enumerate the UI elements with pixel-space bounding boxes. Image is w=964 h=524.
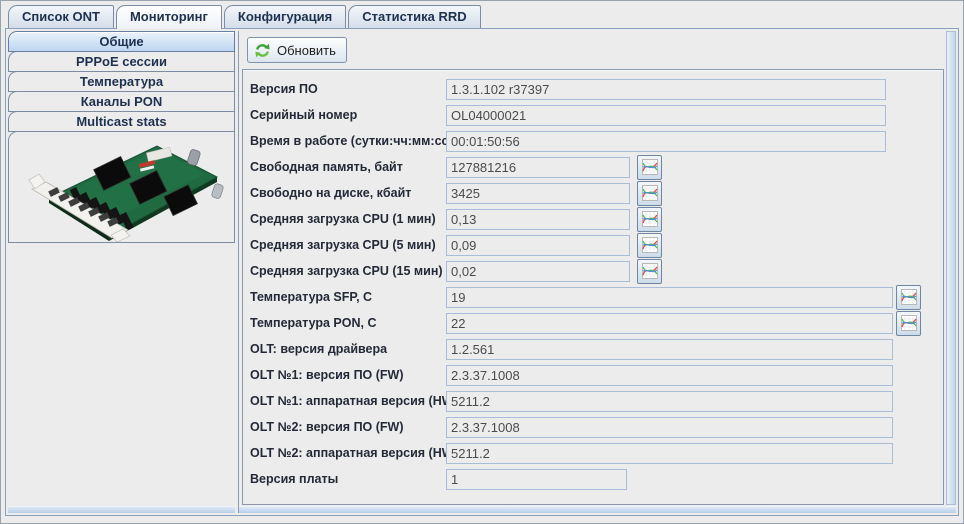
cpu-load-5min-chart-button[interactable]	[637, 232, 662, 258]
olt-driver-version-label: OLT: версия драйвера	[250, 342, 388, 356]
form-row: Свободная память, байт	[250, 154, 943, 180]
board-image-panel	[8, 131, 235, 243]
vertical-scrollbar[interactable]	[946, 31, 956, 505]
sidebar: Общие PPPoE сессии Температура Каналы PO…	[8, 31, 235, 513]
pon-temperature-field[interactable]	[446, 312, 893, 334]
cpu-load-15min-chart-button[interactable]	[637, 258, 662, 284]
form-row: OLT №1: версия ПО (FW)	[250, 362, 943, 388]
tab-content-area: Общие PPPoE сессии Температура Каналы PO…	[5, 28, 959, 516]
cpu-load-15min-field[interactable]	[446, 260, 630, 282]
form-row: Серийный номер	[250, 102, 943, 128]
free-disk-label: Свободно на диске, кбайт	[250, 186, 412, 200]
form-row: OLT №1: аппаратная версия (HW)	[250, 388, 943, 414]
board-photo	[9, 132, 234, 242]
form-row: Свободно на диске, кбайт	[250, 180, 943, 206]
sfp-temperature-field[interactable]	[446, 286, 893, 308]
pon-temperature-chart-button[interactable]	[896, 310, 921, 336]
form-row: Время в работе (сутки:чч:мм:сс)	[250, 128, 943, 154]
toolbar: Обновить	[242, 31, 944, 69]
firmware-version-field[interactable]	[446, 78, 886, 100]
pon-temperature-label: Температура PON, C	[250, 316, 377, 330]
tab-configuration[interactable]: Конфигурация	[223, 5, 347, 28]
form-row: Версия платы	[250, 466, 943, 492]
olt-driver-version-field[interactable]	[446, 338, 893, 360]
form-row: OLT: версия драйвера	[250, 336, 943, 362]
chart-icon	[641, 237, 658, 253]
firmware-version-label: Версия ПО	[250, 82, 318, 96]
monitoring-panel: Обновить Версия ПО Серийный номер Время …	[238, 31, 956, 513]
free-memory-field[interactable]	[446, 156, 630, 178]
free-memory-chart-button[interactable]	[637, 154, 662, 180]
form-row: OLT №2: версия ПО (FW)	[250, 414, 943, 440]
form-row: Средняя загрузка CPU (1 мин)	[250, 206, 943, 232]
sidebar-item-pon-channels[interactable]: Каналы PON	[8, 91, 235, 112]
form-row: Температура PON, C	[250, 310, 943, 336]
form-row: Температура SFP, C	[250, 284, 943, 310]
olt1-hw-version-field[interactable]	[446, 390, 893, 412]
refresh-button[interactable]: Обновить	[247, 37, 347, 63]
tab-rrd-statistics[interactable]: Статистика RRD	[348, 5, 481, 28]
serial-number-label: Серийный номер	[250, 108, 358, 122]
sidebar-item-multicast-stats[interactable]: Multicast stats	[8, 111, 235, 132]
chart-icon	[641, 263, 658, 279]
olt1-hw-version-label: OLT №1: аппаратная версия (HW)	[250, 394, 446, 408]
board-version-field[interactable]	[446, 468, 627, 490]
chart-icon	[641, 159, 658, 175]
olt2-fw-version-field[interactable]	[446, 416, 893, 438]
sfp-temperature-label: Температура SFP, C	[250, 290, 373, 304]
form-row: Средняя загрузка CPU (5 мин)	[250, 232, 943, 258]
serial-number-field[interactable]	[446, 104, 886, 126]
horizontal-scrollbar[interactable]	[239, 506, 956, 513]
olt1-fw-version-field[interactable]	[446, 364, 893, 386]
top-tab-bar: Список ONT Мониторинг Конфигурация Стати…	[8, 5, 483, 29]
sfp-temperature-chart-button[interactable]	[896, 284, 921, 310]
form-row: Версия ПО	[250, 76, 943, 102]
refresh-icon	[254, 42, 271, 58]
board-version-label: Версия платы	[250, 472, 339, 486]
sidebar-item-general[interactable]: Общие	[8, 31, 235, 52]
cpu-load-5min-label: Средняя загрузка CPU (5 мин)	[250, 238, 436, 252]
olt2-fw-version-label: OLT №2: версия ПО (FW)	[250, 420, 404, 434]
uptime-label: Время в работе (сутки:чч:мм:сс)	[250, 134, 446, 148]
chart-icon	[900, 289, 917, 305]
olt2-hw-version-field[interactable]	[446, 442, 893, 464]
cpu-load-1min-field[interactable]	[446, 208, 630, 230]
olt2-hw-version-label: OLT №2: аппаратная версия (HW)	[250, 446, 446, 460]
cpu-load-5min-field[interactable]	[446, 234, 630, 256]
uptime-field[interactable]	[446, 130, 886, 152]
free-disk-chart-button[interactable]	[637, 180, 662, 206]
chart-icon	[641, 211, 658, 227]
sidebar-item-pppoe-sessions[interactable]: PPPoE сессии	[8, 51, 235, 72]
general-info-form: Версия ПО Серийный номер Время в работе …	[242, 69, 944, 505]
tab-ont-list[interactable]: Список ONT	[8, 5, 114, 28]
refresh-button-label: Обновить	[277, 42, 336, 58]
form-row: Средняя загрузка CPU (15 мин)	[250, 258, 943, 284]
sidebar-item-temperature[interactable]: Температура	[8, 71, 235, 92]
form-row: OLT №2: аппаратная версия (HW)	[250, 440, 943, 466]
free-disk-field[interactable]	[446, 182, 630, 204]
tab-monitoring[interactable]: Мониторинг	[115, 5, 222, 29]
sidebar-horizontal-scrollbar[interactable]	[8, 506, 235, 513]
cpu-load-1min-label: Средняя загрузка CPU (1 мин)	[250, 212, 436, 226]
free-memory-label: Свободная память, байт	[250, 160, 403, 174]
cpu-load-15min-label: Средняя загрузка CPU (15 мин)	[250, 264, 443, 278]
cpu-load-1min-chart-button[interactable]	[637, 206, 662, 232]
chart-icon	[641, 185, 658, 201]
chart-icon	[900, 315, 917, 331]
olt1-fw-version-label: OLT №1: версия ПО (FW)	[250, 368, 404, 382]
